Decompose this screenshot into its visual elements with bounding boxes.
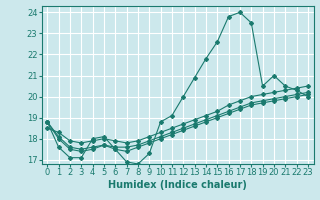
- X-axis label: Humidex (Indice chaleur): Humidex (Indice chaleur): [108, 180, 247, 190]
